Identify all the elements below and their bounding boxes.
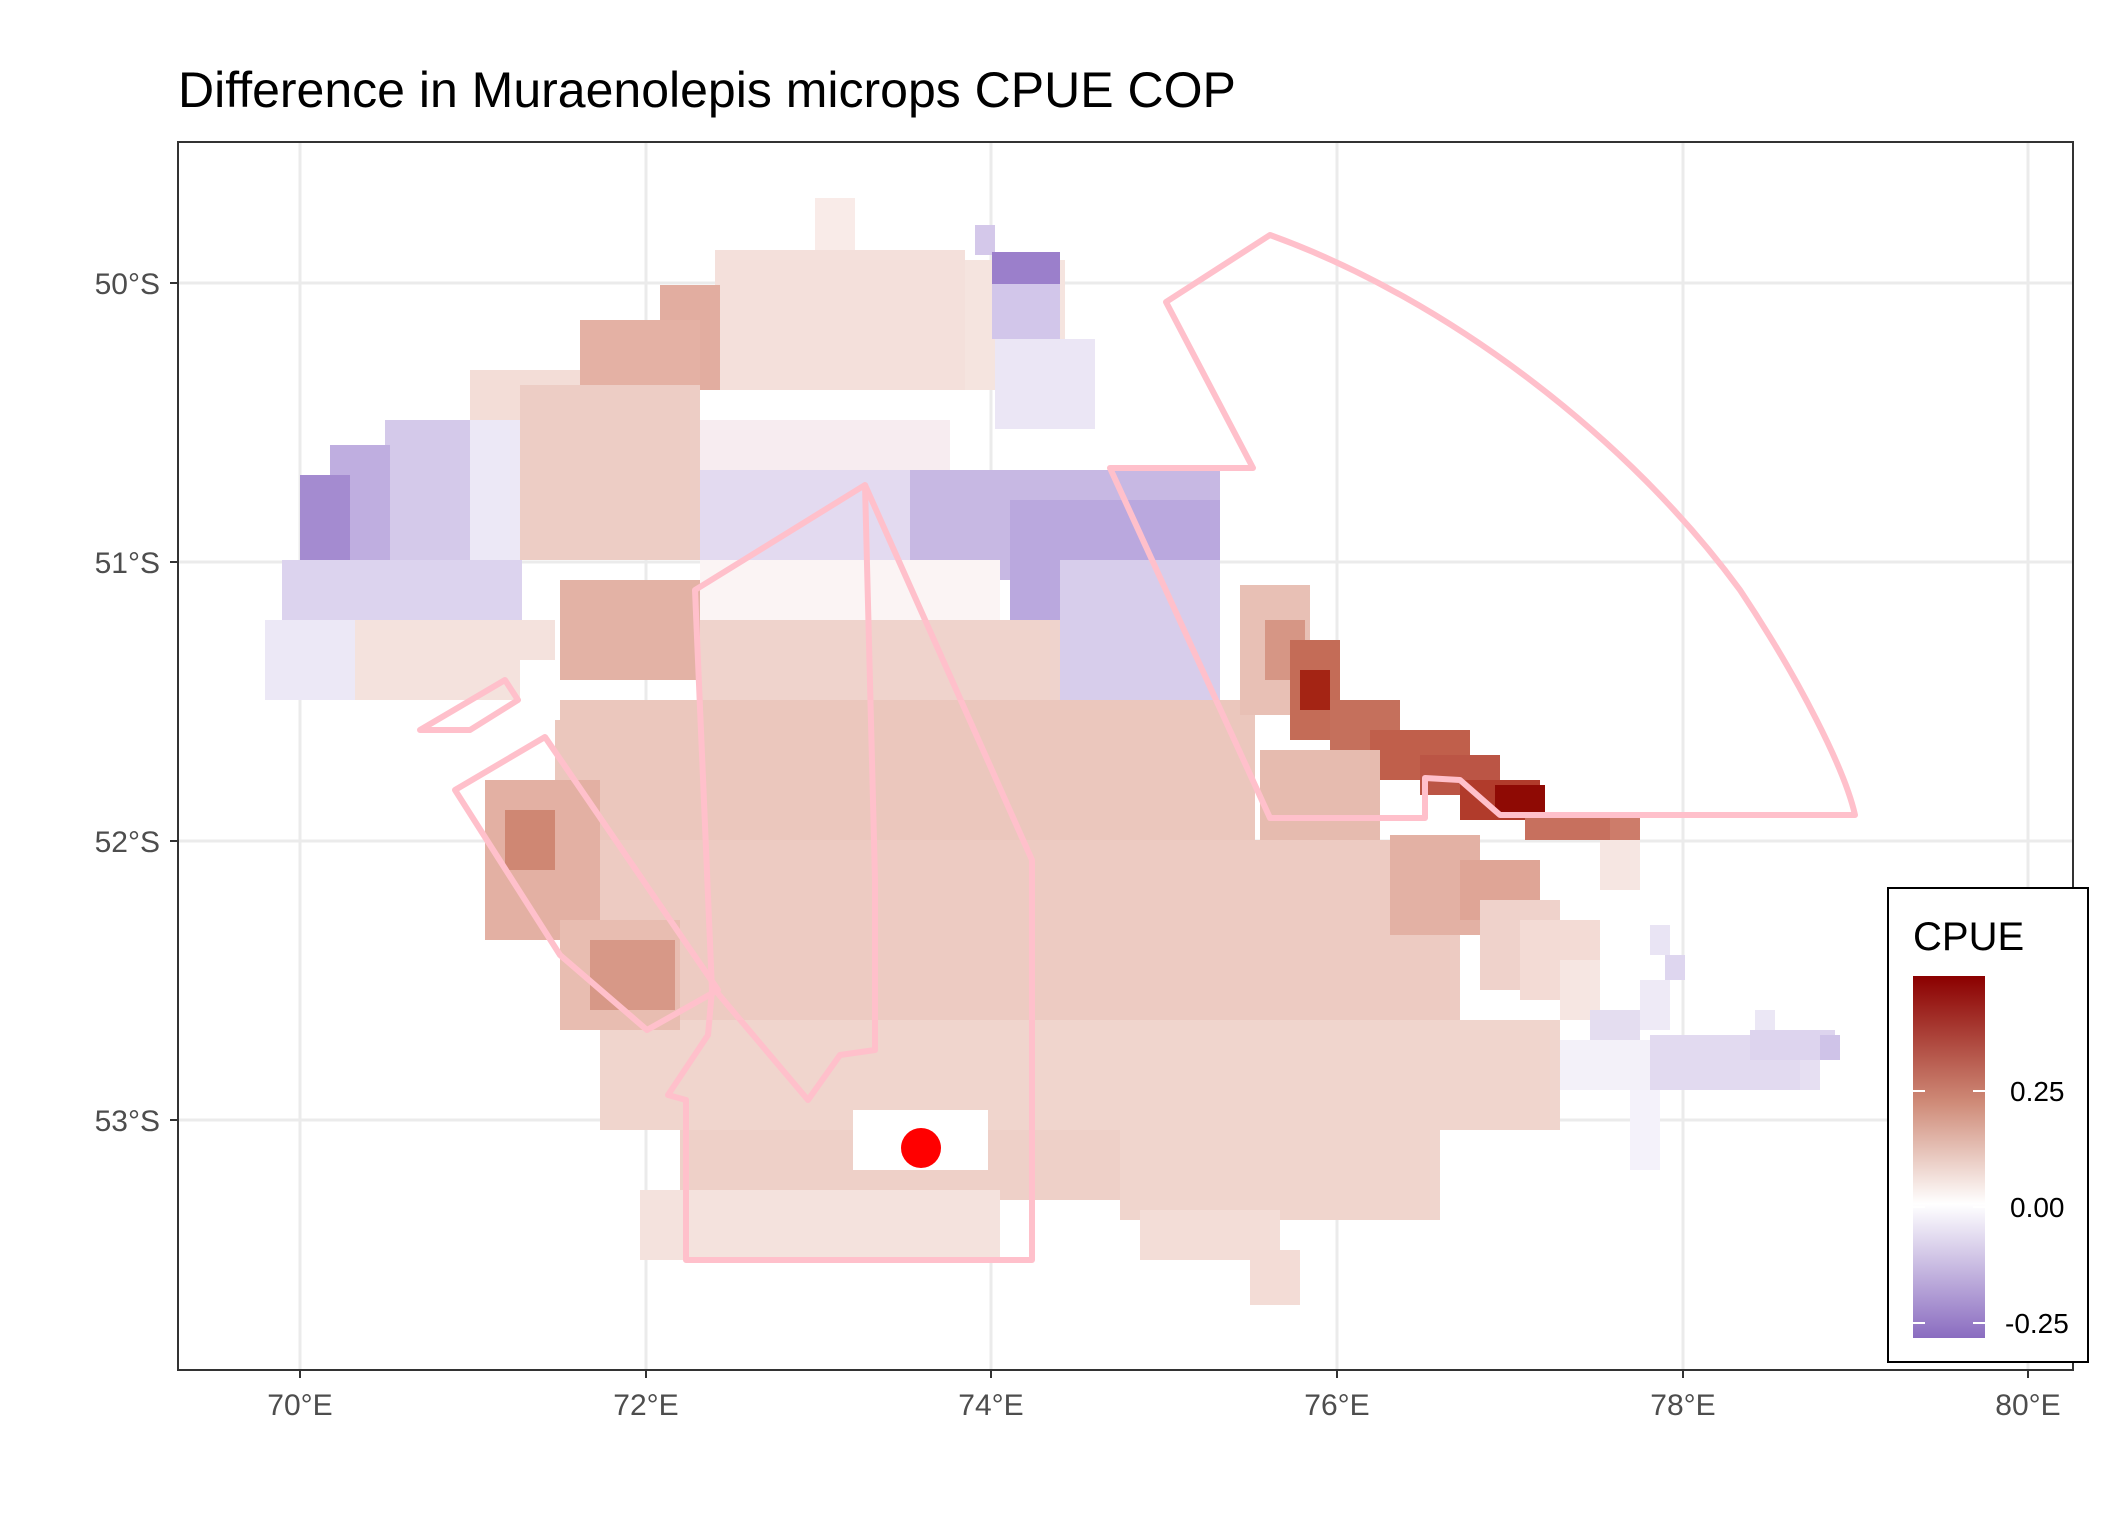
- raster-cell: [992, 252, 1060, 284]
- raster-cell: [715, 250, 965, 390]
- raster-cell: [520, 385, 700, 560]
- y-tick-label: 51°S: [95, 547, 160, 580]
- y-axis: 50°S 51°S 52°S 53°S: [95, 268, 178, 1138]
- management-area-outlines: [417, 232, 1858, 1263]
- raster-cell: [700, 560, 1000, 620]
- raster-cell: [1495, 785, 1545, 815]
- raster-cell: [265, 620, 355, 700]
- raster-cell: [992, 284, 1060, 339]
- raster-cell: [1600, 840, 1640, 890]
- legend-title: CPUE: [1913, 915, 2024, 959]
- raster-cell: [995, 339, 1095, 429]
- panel-border: [177, 141, 2074, 1371]
- y-tick-label: 53°S: [95, 1105, 160, 1138]
- raster-cell: [1120, 1120, 1440, 1220]
- raster-cell: [1060, 560, 1220, 710]
- raster-cell: [1525, 815, 1610, 840]
- area-outline-northeast-sector: [1107, 232, 1858, 821]
- raster-cell: [1665, 955, 1685, 980]
- map-panel: [177, 141, 2074, 1371]
- legend-label: 0.00: [2010, 1192, 2065, 1223]
- raster-cell: [505, 810, 555, 870]
- raster-cell: [1260, 750, 1380, 840]
- raster-cell: [385, 420, 475, 560]
- raster-cell: [1800, 1060, 1820, 1090]
- x-axis: 70°E 72°E 74°E 76°E 78°E 80°E: [267, 1370, 2061, 1422]
- x-tick-label: 72°E: [613, 1389, 678, 1422]
- raster-cell: [815, 198, 855, 258]
- y-tick-label: 52°S: [95, 826, 160, 859]
- raster-cell: [1300, 670, 1330, 710]
- y-tick-label: 50°S: [95, 268, 160, 301]
- area-outline-west-lobe: [452, 734, 721, 1033]
- raster-cell: [590, 840, 1460, 1020]
- raster-gap: [520, 660, 560, 720]
- raster-cell: [1650, 925, 1670, 955]
- raster-cell: [600, 1020, 1560, 1130]
- raster-cell: [555, 700, 1255, 840]
- area-outline-central-strip: [665, 482, 1035, 1263]
- raster-cell: [640, 1190, 1000, 1260]
- x-tick-label: 70°E: [267, 1389, 332, 1422]
- chart-title: Difference in Muraenolepis microps CPUE …: [178, 62, 1236, 118]
- location-marker: [901, 1128, 941, 1168]
- area-outline-small-sliver: [417, 677, 521, 733]
- raster-cell: [700, 620, 1060, 700]
- legend-colorbar: [1913, 976, 1985, 1338]
- legend-label: -0.25: [2005, 1308, 2069, 1339]
- raster-cell: [1610, 815, 1640, 840]
- raster-cell: [282, 560, 522, 620]
- raster-cell: [1250, 1250, 1300, 1305]
- raster-cell: [1640, 980, 1670, 1030]
- raster-cell: [975, 225, 995, 255]
- raster-cell: [1820, 1035, 1840, 1060]
- x-tick-label: 80°E: [1995, 1389, 2060, 1422]
- x-tick-label: 78°E: [1650, 1389, 1715, 1422]
- x-tick-label: 76°E: [1304, 1389, 1369, 1422]
- area-outline-central-strip-inner: [712, 484, 878, 1103]
- legend: CPUE 0.25 0.00 -0.25: [1887, 887, 2089, 1363]
- legend-label: 0.25: [2010, 1076, 2065, 1107]
- raster-cell: [590, 940, 675, 1010]
- raster-cell: [1630, 1090, 1660, 1170]
- raster-cell: [470, 420, 520, 560]
- raster-cell: [1755, 1010, 1775, 1030]
- raster-cell: [700, 470, 910, 560]
- raster-cell: [300, 475, 350, 565]
- x-tick-label: 74°E: [958, 1389, 1023, 1422]
